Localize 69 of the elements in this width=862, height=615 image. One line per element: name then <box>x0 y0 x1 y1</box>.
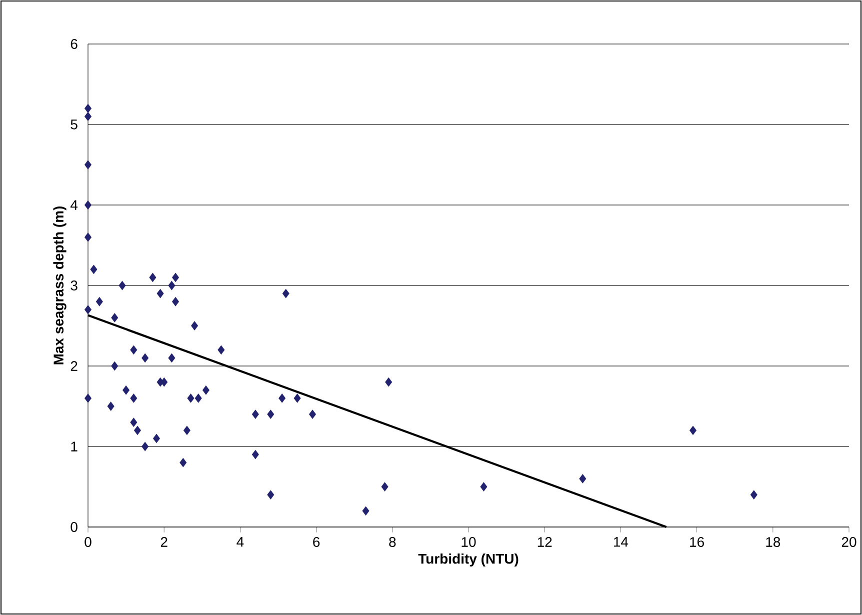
point <box>149 272 156 282</box>
point <box>381 482 388 492</box>
x-tick-label: 0 <box>84 537 92 547</box>
point <box>134 426 141 435</box>
point <box>480 482 488 492</box>
point <box>294 394 301 403</box>
point <box>202 386 210 395</box>
point <box>130 345 138 354</box>
point <box>168 280 176 290</box>
point <box>153 434 160 443</box>
x-tick-label: 14 <box>614 537 628 547</box>
point <box>194 394 202 403</box>
x-tick-label: 16 <box>690 537 704 547</box>
point <box>362 506 370 516</box>
point <box>191 321 198 330</box>
point <box>142 442 149 452</box>
point <box>111 313 118 322</box>
x-tick-label: 12 <box>538 537 552 547</box>
point <box>90 264 98 274</box>
y-tick-label: 4 <box>70 200 78 210</box>
x-tick-label: 10 <box>462 537 476 547</box>
x-tick-label: 4 <box>236 537 244 547</box>
point <box>187 394 194 403</box>
point <box>84 232 92 242</box>
y-tick-label: 2 <box>70 361 78 371</box>
y-axis-title: Max seagrass depth (m) <box>53 206 66 364</box>
point <box>84 200 92 210</box>
point <box>84 104 92 113</box>
point <box>84 394 92 403</box>
x-tick-label: 18 <box>766 537 780 547</box>
point <box>309 410 316 419</box>
point <box>107 402 114 411</box>
point <box>84 112 92 121</box>
y-tick-label: 6 <box>70 39 78 49</box>
point <box>84 305 92 314</box>
x-tick-label: 2 <box>160 537 168 547</box>
point <box>168 353 176 362</box>
point <box>156 289 164 298</box>
y-tick-label: 0 <box>70 522 78 532</box>
point <box>130 394 138 403</box>
point <box>122 386 130 395</box>
point <box>111 361 118 371</box>
point <box>172 297 179 306</box>
point <box>267 410 274 419</box>
point <box>218 345 225 354</box>
y-tick-label: 3 <box>70 280 78 290</box>
point <box>750 490 758 500</box>
point <box>180 458 187 468</box>
point <box>84 160 92 170</box>
y-tick-label: 5 <box>70 120 78 130</box>
point <box>690 426 696 435</box>
x-axis-title: Turbidity (NTU) <box>418 553 518 566</box>
y-tick-label: 1 <box>71 442 78 452</box>
point <box>278 394 286 403</box>
point <box>282 289 290 298</box>
point <box>579 474 586 484</box>
point <box>172 272 179 282</box>
point <box>183 426 190 435</box>
point <box>130 418 138 427</box>
point <box>142 353 149 362</box>
x-tick-label: 20 <box>842 537 856 547</box>
point <box>267 490 274 500</box>
x-tick-label: 6 <box>313 537 320 547</box>
point <box>118 280 126 290</box>
point <box>385 378 392 387</box>
point <box>252 410 259 419</box>
x-tick-label: 8 <box>389 537 396 547</box>
point <box>252 450 259 460</box>
point <box>96 297 103 306</box>
